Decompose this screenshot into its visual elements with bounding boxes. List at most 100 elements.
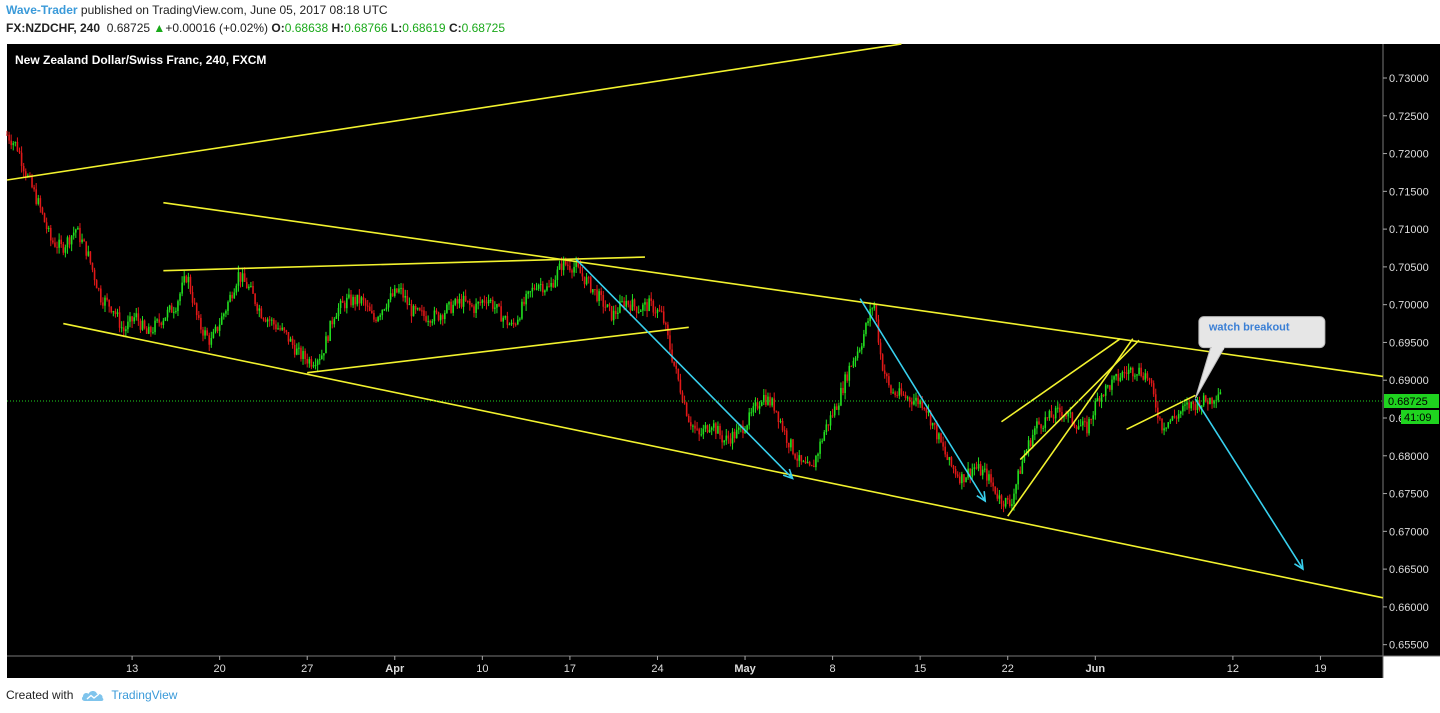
candle-body bbox=[56, 246, 58, 248]
candle-body bbox=[460, 298, 463, 307]
candle-body bbox=[316, 360, 319, 366]
candle-body bbox=[604, 306, 607, 308]
candle-body bbox=[227, 301, 229, 312]
symbol-label[interactable]: FX:NZDCHF, 240 bbox=[6, 21, 101, 35]
candle-body bbox=[218, 324, 221, 331]
candle-body bbox=[646, 302, 648, 312]
candle-body bbox=[694, 425, 696, 429]
watch-breakout-callout[interactable]: watch breakout bbox=[1194, 316, 1326, 399]
time-tick-label: 10 bbox=[476, 663, 488, 675]
candle-body bbox=[821, 440, 823, 442]
apr-range-bottom-line[interactable] bbox=[307, 326, 689, 374]
tradingview-link[interactable]: TradingView bbox=[111, 688, 178, 702]
candle-body bbox=[548, 286, 550, 288]
candle-body bbox=[487, 300, 490, 304]
time-tick-label: 13 bbox=[126, 663, 138, 675]
candle-body bbox=[813, 465, 815, 468]
candle-body bbox=[890, 385, 892, 393]
candle-body bbox=[471, 304, 473, 307]
candle-body bbox=[91, 262, 94, 270]
candle-body bbox=[135, 313, 138, 318]
author-link[interactable]: Wave-Trader bbox=[6, 3, 78, 17]
candle-body bbox=[539, 284, 542, 286]
candle-body bbox=[961, 474, 963, 484]
wedge-short-top-line[interactable] bbox=[1001, 338, 1121, 423]
low-value: 0.68619 bbox=[402, 21, 446, 35]
low-label: L: bbox=[390, 21, 403, 35]
candle-body bbox=[733, 431, 736, 439]
forecast-decline-arrow[interactable] bbox=[1194, 398, 1304, 571]
price-chart[interactable]: 0.73000 0.72500 0.72000 0.71500 0.71000 0.705… bbox=[0, 40, 1440, 682]
candle-body bbox=[521, 301, 523, 319]
tradingview-cloud-icon[interactable] bbox=[81, 689, 105, 703]
candle-body bbox=[721, 435, 723, 443]
price-tick-label: 0.65500 bbox=[1389, 640, 1429, 652]
candle-body bbox=[1219, 392, 1222, 395]
channel-lower-line[interactable] bbox=[63, 322, 1384, 599]
candle-body bbox=[1121, 372, 1124, 378]
candle-body bbox=[639, 310, 642, 312]
plot-area[interactable] bbox=[7, 44, 1383, 656]
candle-body bbox=[41, 207, 44, 214]
candle-body bbox=[677, 368, 680, 380]
open-label: O: bbox=[271, 21, 285, 35]
price-tick-label: 0.66500 bbox=[1389, 564, 1429, 576]
candle-body bbox=[1009, 499, 1011, 506]
may-decline-arrow[interactable] bbox=[859, 298, 987, 503]
april-decline-arrow[interactable] bbox=[575, 258, 794, 480]
candle-body bbox=[266, 319, 269, 322]
candle-body bbox=[1086, 421, 1088, 434]
candle-body bbox=[729, 438, 732, 444]
candle-body bbox=[1044, 417, 1047, 428]
candle-body bbox=[479, 302, 482, 304]
candle-body bbox=[1117, 374, 1120, 381]
candle-body bbox=[210, 338, 213, 345]
candle-body bbox=[737, 427, 740, 430]
candle-body bbox=[433, 310, 436, 322]
candle-body bbox=[295, 348, 298, 355]
candle-body bbox=[579, 266, 582, 274]
candle-body bbox=[79, 227, 81, 243]
wedge-upper-line[interactable] bbox=[1019, 339, 1140, 461]
candle-body bbox=[913, 400, 915, 405]
candle-body bbox=[644, 302, 646, 305]
candle-body bbox=[744, 430, 746, 434]
candle-body bbox=[986, 468, 988, 481]
price-tick-label: 0.68000 bbox=[1389, 451, 1429, 463]
candle-body bbox=[846, 374, 848, 381]
candle-body bbox=[558, 263, 561, 270]
candle-body bbox=[1188, 402, 1190, 409]
candle-body bbox=[164, 317, 167, 321]
candle-body bbox=[933, 422, 936, 425]
candle-body bbox=[975, 467, 978, 469]
candle-body bbox=[510, 322, 513, 325]
candle-body bbox=[575, 262, 577, 267]
candle-body bbox=[287, 332, 290, 342]
candle-body bbox=[396, 288, 398, 293]
candle-body bbox=[835, 406, 838, 410]
price-axis-panel[interactable] bbox=[1383, 44, 1440, 656]
time-axis-panel[interactable] bbox=[7, 656, 1383, 678]
candle-body bbox=[881, 354, 884, 371]
candle-body bbox=[963, 474, 965, 483]
candle-body bbox=[302, 351, 304, 359]
candle-body bbox=[1209, 397, 1211, 405]
candle-body bbox=[948, 457, 951, 460]
candle-body bbox=[727, 435, 730, 439]
candle-body bbox=[704, 425, 707, 429]
candle-body bbox=[168, 305, 171, 310]
apr-range-top-line[interactable] bbox=[163, 256, 645, 272]
candle-body bbox=[725, 435, 728, 441]
price-change: +0.00016 (+0.02%) bbox=[165, 21, 269, 35]
candle-body bbox=[383, 309, 386, 311]
channel-upper-line[interactable] bbox=[163, 201, 1384, 378]
upper-rising-line[interactable] bbox=[6, 43, 902, 181]
candle-body bbox=[1107, 385, 1109, 387]
candle-body bbox=[1023, 454, 1026, 462]
candle-body bbox=[715, 423, 717, 434]
candle-body bbox=[425, 316, 427, 322]
candle-body bbox=[491, 299, 494, 309]
candle-body bbox=[1094, 401, 1097, 416]
price-tick-label: 0.69000 bbox=[1389, 375, 1429, 387]
candle-body bbox=[502, 317, 504, 322]
